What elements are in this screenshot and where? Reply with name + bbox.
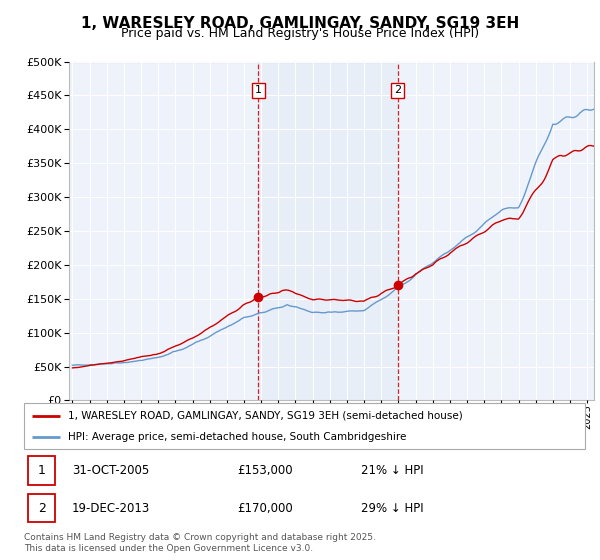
Text: 19-DEC-2013: 19-DEC-2013 (71, 502, 150, 515)
Text: 29% ↓ HPI: 29% ↓ HPI (361, 502, 423, 515)
Text: 2: 2 (38, 502, 46, 515)
FancyBboxPatch shape (28, 494, 55, 522)
Text: 1: 1 (38, 464, 46, 477)
Text: 31-OCT-2005: 31-OCT-2005 (71, 464, 149, 477)
Text: HPI: Average price, semi-detached house, South Cambridgeshire: HPI: Average price, semi-detached house,… (68, 432, 406, 442)
Bar (258, 62, 398, 400)
Text: £153,000: £153,000 (237, 464, 293, 477)
FancyBboxPatch shape (24, 403, 585, 449)
Text: 21% ↓ HPI: 21% ↓ HPI (361, 464, 423, 477)
Text: £170,000: £170,000 (237, 502, 293, 515)
Text: Price paid vs. HM Land Registry's House Price Index (HPI): Price paid vs. HM Land Registry's House … (121, 27, 479, 40)
Text: Contains HM Land Registry data © Crown copyright and database right 2025.
This d: Contains HM Land Registry data © Crown c… (24, 533, 376, 553)
Text: 1: 1 (255, 85, 262, 95)
Text: 1, WARESLEY ROAD, GAMLINGAY, SANDY, SG19 3EH (semi-detached house): 1, WARESLEY ROAD, GAMLINGAY, SANDY, SG19… (68, 410, 463, 421)
Text: 1, WARESLEY ROAD, GAMLINGAY, SANDY, SG19 3EH: 1, WARESLEY ROAD, GAMLINGAY, SANDY, SG19… (81, 16, 519, 31)
FancyBboxPatch shape (28, 456, 55, 484)
Text: 2: 2 (394, 85, 401, 95)
